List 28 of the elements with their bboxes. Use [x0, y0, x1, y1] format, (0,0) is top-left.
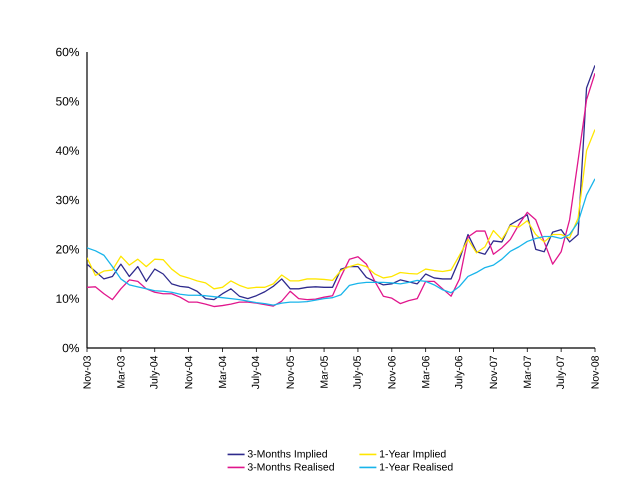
y-tick-label: 50%: [56, 97, 80, 106]
x-tick-label: Mar-03: [117, 356, 125, 388]
x-tick-label: Mar-04: [218, 356, 226, 388]
x-tick-label: Mar-06: [422, 356, 430, 388]
legend-label: 3-Months Realised: [248, 462, 334, 471]
y-tick-label: 40%: [56, 146, 80, 155]
x-tick-label: Nov-07: [490, 356, 498, 388]
y-tick-label: 30%: [56, 196, 80, 204]
legend-label: 1-Year Realised: [380, 462, 453, 471]
x-tick-label: Nov-05: [286, 356, 294, 388]
x-tick-label: July-06: [454, 356, 464, 390]
x-tick-label: July-07: [556, 356, 566, 390]
x-tick-label: Nov-06: [388, 356, 396, 388]
legend-label: 3-Months Implied: [248, 450, 327, 460]
x-tick-label: July-04: [150, 356, 160, 390]
line-series: [87, 128, 596, 290]
y-tick-label: 20%: [56, 245, 80, 254]
y-tick-label: 60%: [56, 48, 80, 56]
x-tick-label: July-04: [251, 356, 262, 390]
x-tick-label: Nov-04: [184, 356, 192, 388]
x-tick-label: Mar-07: [524, 356, 531, 388]
x-tick-label: Nov-08: [591, 356, 599, 388]
x-tick-label: Mar-05: [320, 356, 328, 388]
legend-label: 1-Year Implied: [380, 450, 446, 460]
x-tick-label: Nov-03: [83, 356, 91, 388]
x-tick-label: July-05: [353, 356, 363, 390]
y-tick-label: 0%: [62, 344, 80, 352]
y-tick-label: 10%: [56, 294, 80, 303]
